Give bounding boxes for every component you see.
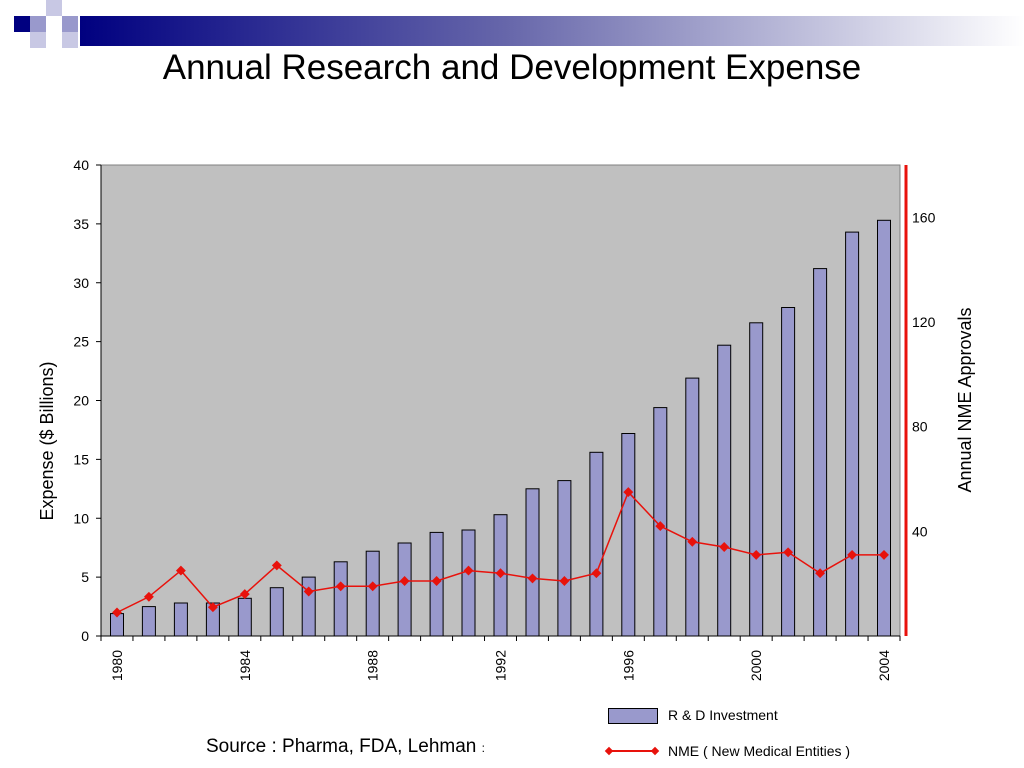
nme-point-1988 (367, 581, 378, 592)
nme-point-1999 (719, 542, 730, 552)
nme-point-1985 (271, 560, 282, 571)
nme-point-1987 (335, 581, 346, 592)
source-text: Source : Pharma, FDA, Lehman (206, 736, 477, 757)
nme-point-1998 (687, 536, 698, 547)
header-square-light (30, 16, 46, 32)
bar-1999 (717, 344, 732, 637)
y-tick-label: 0 (81, 628, 89, 644)
rd-expense-chart: 0 5 10 15 20 25 30 35 40 1980 1984 1988 1992 1996 200… (37, 157, 975, 681)
bar-2001 (781, 307, 796, 637)
x-tick-label: 1988 (365, 650, 381, 681)
nme-point-1994 (559, 576, 570, 586)
nme-point-1983 (207, 602, 218, 613)
nme-point-1984 (239, 589, 250, 600)
bar-1993 (525, 488, 540, 637)
y-tick-label: 35 (73, 216, 89, 232)
nme-point-1986 (303, 586, 314, 597)
bar-1985 (269, 587, 284, 637)
header-square-light (30, 32, 46, 48)
nme-point-2003 (847, 549, 858, 560)
bar-1991 (461, 529, 476, 637)
source-note: Source : Pharma, FDA, Lehman : (206, 736, 485, 758)
x-tick-label: 1992 (493, 650, 509, 681)
bar-1984 (237, 597, 252, 637)
header-square-light (46, 0, 62, 16)
y2-tick-label: 120 (912, 314, 936, 330)
y-tick-label: 40 (73, 157, 89, 173)
bar-1995 (589, 451, 604, 637)
bar-1989 (397, 542, 412, 637)
nme-point-1997 (655, 521, 666, 532)
y-tick-label: 25 (73, 334, 89, 350)
nme-point-1996 (623, 487, 634, 498)
y2-tick-label: 80 (912, 419, 928, 435)
y-axis-label: Expense ($ Billions) (37, 361, 57, 520)
header-square-light (62, 16, 78, 32)
bar-2002 (813, 268, 828, 637)
nme-point-1989 (399, 576, 410, 586)
bar-1994 (557, 480, 572, 637)
nme-point-1991 (463, 565, 474, 576)
bar-1988 (365, 550, 380, 637)
y-tick-label: 10 (73, 510, 89, 526)
nme-point-1982 (175, 565, 186, 576)
x-tick-label: 2004 (876, 650, 892, 681)
bar-2004 (877, 219, 891, 637)
nme-point-1981 (143, 591, 154, 602)
y-tick-label: 30 (73, 275, 89, 291)
y-tick-label: 5 (81, 569, 89, 585)
bar-1998 (685, 377, 700, 637)
x-tick-label: 2000 (748, 650, 764, 681)
nme-point-1995 (591, 568, 602, 579)
legend-label-rd: R & D Investment (668, 707, 778, 723)
legend-swatch-bar (608, 708, 658, 724)
nme-point-2002 (815, 568, 826, 579)
header-bar-gradient (80, 16, 1024, 46)
y-tick-label: 15 (73, 451, 89, 467)
y2-axis-label: Annual NME Approvals (955, 307, 975, 492)
x-tick-label: 1980 (109, 650, 125, 681)
bar-2003 (845, 231, 860, 637)
page-title: Annual Research and Development Expense (162, 48, 862, 87)
y2-tick-label: 160 (912, 209, 936, 225)
nme-point-1980 (112, 607, 122, 618)
bar-1996 (621, 433, 636, 637)
nme-point-2004 (879, 549, 889, 560)
y-tick-label: 20 (73, 393, 89, 409)
source-colon: : (481, 741, 485, 755)
header-square-light (62, 32, 78, 48)
bar-1982 (173, 602, 188, 637)
bar-2000 (749, 322, 764, 637)
bar-1986 (301, 576, 316, 637)
legend-swatch-line (604, 746, 660, 756)
bar-1981 (141, 606, 156, 637)
nme-point-2001 (783, 547, 794, 558)
header-square-dark (14, 16, 30, 32)
x-tick-label: 1996 (620, 650, 636, 681)
nme-point-1993 (527, 573, 538, 584)
nme-point-2000 (751, 549, 762, 560)
nme-point-1992 (495, 568, 506, 579)
x-tick-label: 1984 (237, 650, 253, 681)
legend-label-nme: NME ( New Medical Entities ) (668, 743, 851, 759)
bar-1987 (333, 561, 348, 637)
y2-tick-label: 40 (912, 523, 928, 539)
nme-point-1990 (431, 576, 442, 586)
